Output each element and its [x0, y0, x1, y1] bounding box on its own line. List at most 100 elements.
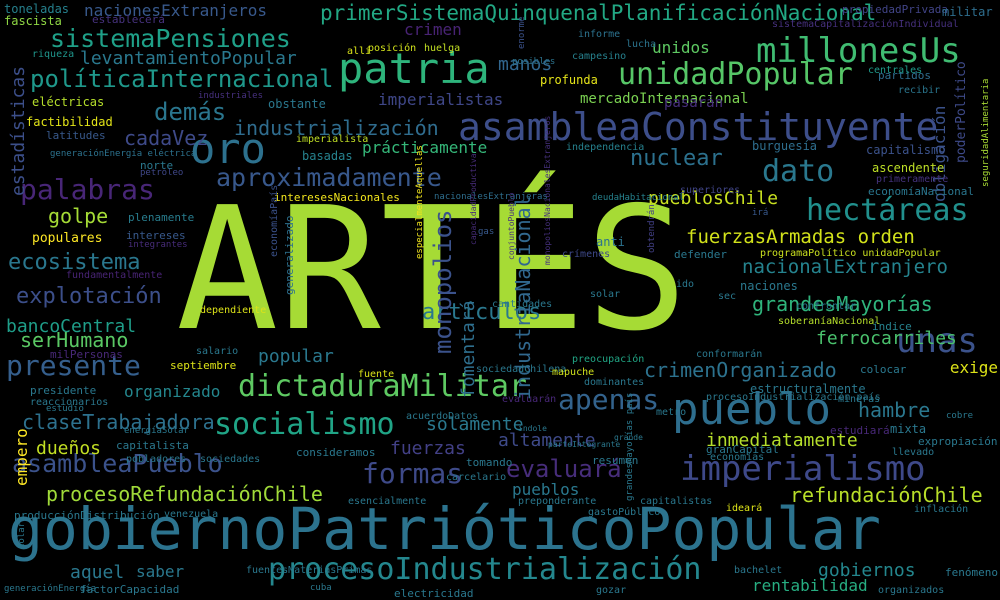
word-cloud-term: plenamente [128, 211, 195, 224]
word-cloud-term: gobiernos [818, 560, 916, 581]
word-cloud-term: explotación [16, 284, 162, 309]
word-cloud-term: monopoliosNacionalesExtranjeros [543, 115, 552, 265]
word-cloud-term: estadísticas [8, 65, 29, 196]
word-cloud-term: nacionesExtranjeros [84, 1, 268, 20]
word-cloud-term: solamente [426, 414, 524, 435]
word-cloud-term: nacionalesExtranjeras [434, 192, 548, 202]
word-cloud-term: poderPolítico [954, 61, 969, 163]
word-cloud-term: consideramos [296, 446, 376, 459]
word-cloud-term: levantamientoPopular [80, 48, 297, 69]
word-cloud-term: irá [752, 208, 769, 218]
word-cloud-term: mapuche [552, 367, 595, 378]
word-cloud-term: formas [362, 457, 464, 490]
word-cloud-term: socialismo [214, 407, 395, 442]
word-cloud-term: sistemaCapitalizaciónIndividual [772, 19, 959, 30]
word-cloud-term: palabras [20, 173, 155, 206]
word-cloud-term: presidente [30, 384, 97, 397]
word-cloud-term: cantidades [492, 299, 553, 310]
word-cloud-term: centrales [868, 65, 923, 76]
word-cloud-term: preocupación [572, 354, 645, 365]
word-cloud-term: llevado [892, 447, 935, 458]
word-cloud-term: capitalista [116, 439, 189, 452]
word-cloud-term: producciónDistribución [14, 509, 160, 522]
word-cloud-term: hectáreas [806, 193, 969, 228]
word-cloud-term: crimen [404, 20, 462, 39]
word-cloud-term: fuentesMateriasPrimas [246, 565, 373, 576]
word-cloud-term: índice [872, 320, 912, 333]
word-cloud-term: estudiará [830, 424, 890, 437]
word-cloud-term: demás [154, 98, 227, 126]
word-cloud-term: norte [140, 159, 174, 172]
word-cloud-term: generaciónEnergía [4, 584, 97, 594]
word-cloud-term: serHumano [20, 328, 129, 352]
word-cloud-term: basadas [302, 149, 353, 163]
word-cloud-term: fuerzasArmadas orden [686, 226, 915, 248]
word-cloud-term: saber [136, 562, 185, 581]
word-cloud-term: venezuela [164, 509, 219, 520]
word-cloud-term: factibilidad [26, 115, 113, 129]
word-cloud-term: allí [347, 46, 372, 57]
word-cloud-term: gobiernoPatrióticoPopular [8, 495, 881, 563]
word-cloud-term: conformarán [696, 349, 763, 360]
word-cloud-term: petróleo [140, 168, 184, 178]
word-cloud-term: inmediatamente [706, 430, 858, 451]
word-cloud-term: cadaVez [124, 126, 209, 150]
word-cloud-term: fomentará [458, 300, 479, 398]
word-cloud-term: monopolios [429, 209, 457, 355]
word-cloud-term: colocar [860, 363, 907, 376]
word-cloud-term: exige [949, 358, 998, 377]
word-cloud-term: posición [368, 43, 417, 54]
word-cloud-term: parteIntegrante [548, 440, 621, 449]
word-cloud-term: primeramente [876, 174, 949, 185]
word-cloud-term: primerSistemaQuinquenalPlanificaciónNaci… [320, 1, 877, 25]
word-cloud-term: unas [896, 321, 978, 361]
word-cloud-term: fascista [4, 14, 62, 28]
word-cloud-term: pueblo [672, 384, 831, 435]
word-cloud-term: apenas [558, 383, 660, 416]
word-cloud-term: interesesNacionales [274, 191, 400, 204]
word-cloud-term: ido [676, 279, 695, 290]
word-cloud-term: dolar [17, 521, 27, 549]
word-cloud-term: aquel [70, 562, 125, 583]
word-cloud-term: fuente [358, 369, 395, 380]
word-cloud-term: artículos [422, 300, 542, 325]
word-cloud-term: sistemaPensiones [50, 24, 291, 53]
word-cloud-term: soberaníaNacional [778, 316, 881, 327]
word-cloud-term: hambre [858, 398, 931, 422]
word-cloud-term: resumen [592, 454, 639, 467]
word-cloud-term: industrialización [234, 116, 439, 140]
word-cloud-term: economíaNacional [868, 185, 974, 198]
word-cloud-term: superiores [680, 185, 741, 196]
word-cloud-term: capitalismo [866, 143, 946, 157]
word-cloud-term: dominantes [584, 377, 645, 388]
word-cloud-term: dependiente [200, 305, 267, 316]
word-cloud-term: ARTÉS [176, 171, 688, 369]
word-cloud-term: pueblos [512, 480, 580, 499]
word-cloud-term: independencia [566, 142, 645, 153]
word-cloud-term: grandesMayorías [752, 292, 933, 316]
word-cloud-term: informe [578, 29, 621, 40]
word-cloud-term: sociedadChilena [476, 364, 567, 375]
word-cloud-term: grandesMayorías país [625, 392, 635, 501]
word-cloud-term: carcelario [446, 472, 507, 483]
word-cloud-term: pasarán [664, 95, 724, 111]
word-cloud-term: gas [478, 227, 495, 237]
word-cloud-term: mixta [890, 422, 927, 436]
word-cloud-term: preponderante [518, 496, 597, 507]
word-cloud-term: mercadoInternacional [580, 91, 749, 107]
word-cloud-term: posibles [512, 57, 556, 67]
word-cloud-term: metro [656, 407, 687, 418]
word-cloud-term: naciones [740, 279, 798, 293]
word-cloud-term: especialmenteAquellas [415, 145, 425, 259]
word-cloud-term: capitalistas [640, 496, 713, 507]
word-cloud-term: gozar [596, 585, 627, 596]
word-cloud-term: organizado [124, 382, 221, 401]
word-cloud-term: cobre [946, 411, 974, 421]
word-cloud-term: unidos [652, 38, 710, 57]
word-cloud-term: eléctricas [32, 95, 105, 109]
word-cloud-term: lucha [626, 39, 657, 50]
word-cloud-term: seguridadAlimentaria [981, 78, 991, 187]
word-cloud-term: militar [942, 5, 993, 19]
word-cloud-term: nacionalExtranjero [742, 256, 948, 278]
